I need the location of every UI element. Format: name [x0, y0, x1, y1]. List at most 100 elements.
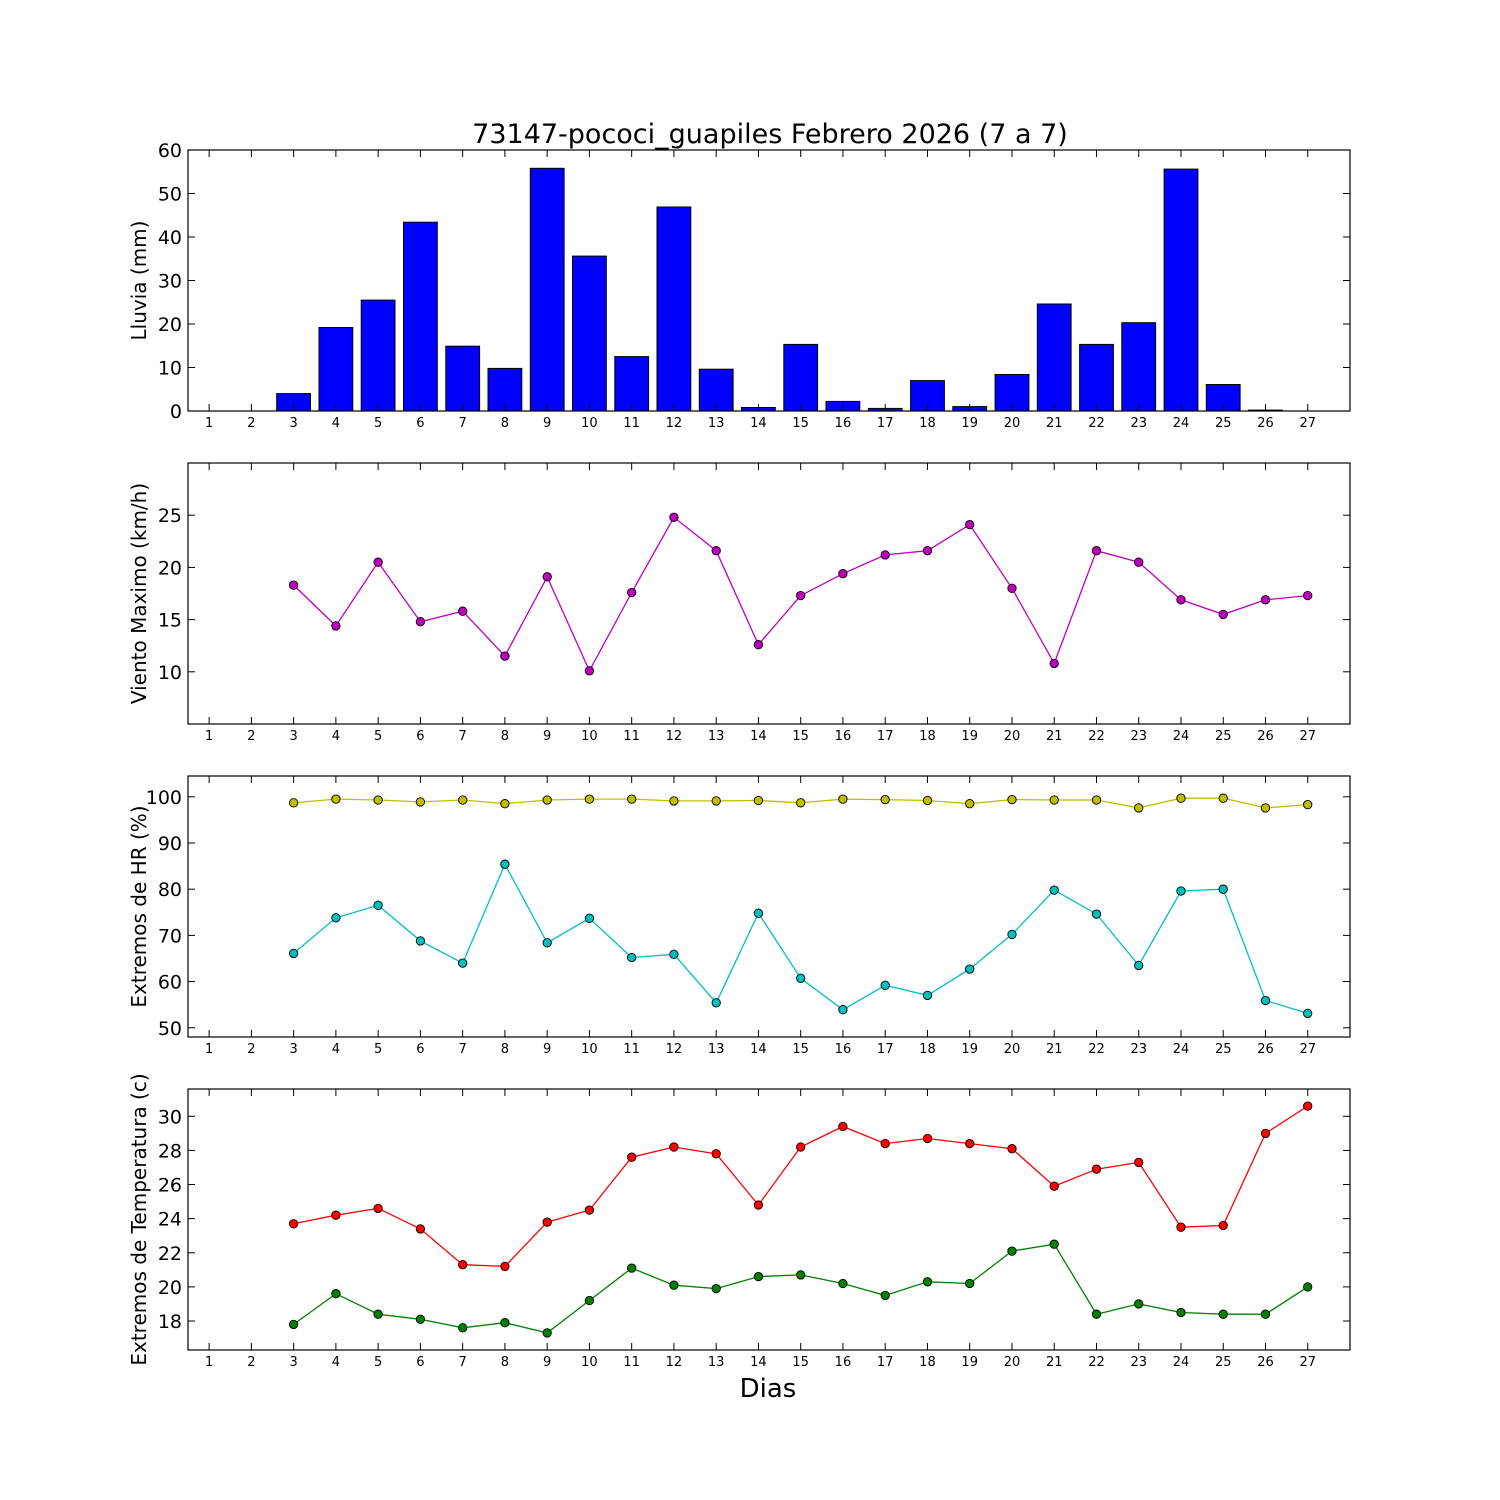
wind-xtick-label-15: 15 [792, 729, 809, 744]
humidity-series-1-point-9 [542, 938, 552, 948]
wind-series-0-point-8 [500, 651, 510, 661]
rain-ytick-label: 50 [158, 184, 182, 206]
humidity-series-0-point-25 [1218, 793, 1228, 803]
humidity-xtick-label-18: 18 [919, 1042, 936, 1057]
temperature-series-1-point-20 [1007, 1246, 1017, 1256]
temperature-xtick-label-22: 22 [1088, 1355, 1105, 1370]
humidity-series-1-point-14 [753, 908, 764, 918]
rain-ytick-label: 30 [158, 271, 182, 293]
temperature-xtick-label-8: 8 [501, 1355, 509, 1370]
humidity-series-1-point-18 [922, 990, 933, 1001]
wind-xtick-label-27: 27 [1299, 729, 1316, 744]
temperature-series-0-point-6 [415, 1224, 426, 1234]
temperature-series-1-point-24 [1176, 1307, 1186, 1318]
humidity-series-1-point-16 [838, 1005, 848, 1015]
wind-xtick-label-20: 20 [1004, 729, 1021, 744]
rain-xtick-label-26: 26 [1257, 416, 1274, 431]
humidity-xtick-label-9: 9 [543, 1042, 551, 1057]
rain-xtick-label-17: 17 [877, 416, 894, 431]
humidity-series-1-point-22 [1091, 909, 1102, 919]
temperature-series-0-point-3 [288, 1219, 299, 1229]
humidity-xtick-label-25: 25 [1215, 1042, 1232, 1057]
rain-xtick-label-20: 20 [1004, 416, 1021, 431]
temperature-series-0-point-24 [1176, 1222, 1186, 1232]
humidity-xtick-label-23: 23 [1130, 1042, 1147, 1057]
humidity-series-1-point-27 [1303, 1008, 1313, 1019]
temperature-series-1-point-12 [669, 1280, 679, 1290]
wind-xtick-label-17: 17 [877, 729, 894, 744]
temperature-series-1-point-7 [458, 1323, 468, 1333]
temperature-xtick-label-2: 2 [247, 1355, 255, 1370]
temperature-xtick-label-18: 18 [919, 1355, 936, 1370]
temperature-xtick-label-6: 6 [416, 1355, 424, 1370]
humidity-xtick-label-13: 13 [708, 1042, 725, 1057]
temperature-series-0-point-19 [965, 1138, 975, 1149]
wind-xtick-label-5: 5 [374, 729, 382, 744]
humidity-xtick-label-26: 26 [1257, 1042, 1274, 1057]
temperature-xtick-label-3: 3 [289, 1355, 297, 1370]
temperature-series-1-point-9 [542, 1328, 552, 1338]
humidity-series-0-point-3 [288, 798, 299, 808]
wind-series-0-point-18 [922, 546, 933, 556]
humidity-series-0-point-14 [753, 795, 764, 806]
rain-xtick-label-24: 24 [1173, 416, 1190, 431]
humidity-y-axis-label: Extremos de HR (%) [127, 805, 151, 1007]
rain-xtick-label-18: 18 [919, 416, 936, 431]
humidity-series-0-point-8 [500, 799, 510, 809]
temperature-xtick-label-26: 26 [1257, 1355, 1274, 1370]
temperature-y-axis-label: Extremos de Temperatura (c) [127, 1073, 151, 1365]
temperature-xtick-label-4: 4 [332, 1355, 340, 1370]
wind-series-0-point-20 [1007, 583, 1017, 593]
temperature-xtick-label-23: 23 [1130, 1355, 1147, 1370]
temperature-series-0-point-7 [458, 1260, 468, 1270]
humidity-series-1-point-21 [1049, 885, 1059, 895]
wind-xtick-label-8: 8 [501, 729, 509, 744]
temperature-xtick-label-24: 24 [1173, 1355, 1190, 1370]
temperature-xtick-label-15: 15 [792, 1355, 809, 1370]
temperature-series-0-point-13 [711, 1149, 721, 1159]
wind-xtick-label-12: 12 [666, 729, 683, 744]
rain-bar-8 [487, 367, 523, 412]
humidity-series-1-point-7 [458, 958, 468, 968]
humidity-xtick-label-11: 11 [623, 1042, 640, 1057]
rain-bar-6 [403, 221, 438, 412]
humidity-xtick-label-12: 12 [666, 1042, 683, 1057]
rain-xtick-label-25: 25 [1215, 416, 1232, 431]
temperature-series-0-point-9 [542, 1217, 552, 1227]
humidity-xtick-label-19: 19 [961, 1042, 978, 1057]
humidity-series-1-point-3 [288, 948, 299, 959]
humidity-series-0-point-13 [711, 796, 721, 806]
rain-bar-10 [572, 255, 607, 412]
wind-xtick-label-19: 19 [961, 729, 978, 744]
temperature-series-1-point-14 [753, 1271, 764, 1282]
wind-series-0-point-21 [1049, 658, 1059, 669]
temperature-series-0-point-20 [1007, 1144, 1017, 1154]
rain-bar-5 [360, 299, 396, 412]
temperature-series-0-point-27 [1303, 1101, 1313, 1111]
rain-ytick-label: 10 [158, 358, 182, 380]
temperature-series-0-point-10 [584, 1205, 595, 1215]
temperature-series-1-point-5 [373, 1309, 383, 1319]
humidity-axes-frame [187, 775, 1351, 1038]
humidity-xtick-label-22: 22 [1088, 1042, 1105, 1057]
wind-xtick-label-13: 13 [708, 729, 725, 744]
rain-xtick-label-23: 23 [1130, 416, 1147, 431]
humidity-series-0-point-12 [669, 796, 679, 806]
temperature-xtick-label-5: 5 [374, 1355, 382, 1370]
rain-xtick-label-27: 27 [1299, 416, 1316, 431]
wind-series-0-point-19 [965, 519, 975, 530]
temperature-series-0-point-25 [1218, 1220, 1228, 1231]
temperature-series-0-point-17 [880, 1138, 890, 1149]
rain-xtick-label-13: 13 [708, 416, 725, 431]
wind-xtick-label-21: 21 [1046, 729, 1063, 744]
humidity-xtick-label-24: 24 [1173, 1042, 1190, 1057]
rain-xtick-label-6: 6 [416, 416, 424, 431]
temperature-xtick-label-27: 27 [1299, 1355, 1316, 1370]
wind-series-0-point-12 [669, 512, 679, 522]
humidity-xtick-label-7: 7 [459, 1042, 467, 1057]
rain-bar-22 [1079, 343, 1114, 412]
rain-y-axis-label: Lluvia (mm) [127, 221, 151, 341]
humidity-ytick-label: 50 [158, 1018, 182, 1040]
